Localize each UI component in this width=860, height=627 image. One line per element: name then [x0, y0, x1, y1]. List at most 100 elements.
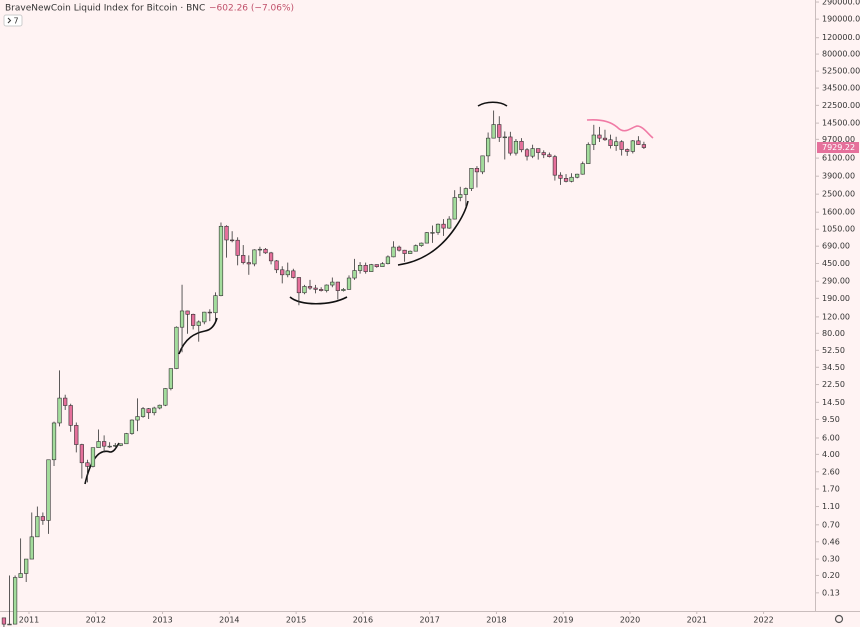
- candle-body: [641, 144, 647, 148]
- candle-body: [68, 405, 73, 426]
- candle: [608, 134, 613, 149]
- candle: [107, 442, 112, 448]
- candle: [641, 141, 647, 149]
- change-label: −602.26 (−7.06%): [209, 4, 294, 14]
- last-price-label: 7929.22: [822, 143, 855, 152]
- candle-body: [597, 134, 602, 139]
- candle-body: [241, 255, 246, 263]
- candle-body: [74, 425, 79, 445]
- candle-body: [341, 289, 346, 291]
- candle-body: [102, 441, 107, 447]
- candle: [591, 124, 596, 151]
- candle: [1, 617, 7, 627]
- candle: [213, 292, 218, 321]
- toggle-box[interactable]: [3, 14, 23, 27]
- candle-body: [113, 445, 118, 447]
- last-price-box: [817, 142, 859, 154]
- candle-body: [224, 225, 229, 241]
- candle-body: [140, 408, 146, 417]
- candle: [513, 138, 519, 156]
- candle: [179, 284, 185, 353]
- y-tick-label: 22.50: [822, 380, 845, 389]
- candle-body: [463, 188, 468, 195]
- y-tick-label: 450.00: [822, 259, 850, 268]
- candle-body: [24, 558, 29, 574]
- candle: [324, 284, 329, 293]
- candle-body: [230, 239, 235, 242]
- candle: [246, 255, 251, 275]
- candle-body: [374, 264, 379, 267]
- candle: [480, 155, 485, 175]
- candle: [257, 246, 263, 257]
- candle-body: [252, 249, 257, 265]
- candle: [424, 232, 429, 244]
- candle-body: [179, 310, 185, 328]
- candle-body: [319, 289, 324, 291]
- candle: [268, 251, 274, 265]
- candle: [536, 148, 541, 160]
- candle: [51, 421, 57, 466]
- candle-body: [163, 388, 168, 406]
- candle-body: [124, 433, 129, 445]
- candle: [302, 284, 307, 295]
- candle: [230, 231, 235, 243]
- candle: [497, 116, 502, 142]
- candle-body: [330, 281, 335, 286]
- candle-body: [324, 284, 329, 291]
- candle-body: [469, 168, 474, 189]
- candle: [280, 266, 285, 284]
- y-tick-label: 1.10: [822, 502, 840, 511]
- candle: [129, 419, 135, 435]
- candle: [491, 110, 496, 139]
- candle-body: [519, 140, 524, 151]
- candle-body: [480, 155, 485, 173]
- y-tick-label: 120.00: [822, 312, 850, 321]
- candle: [357, 262, 363, 274]
- x-tick-label: 2022: [753, 616, 773, 625]
- candle: [24, 558, 29, 583]
- candle: [174, 326, 179, 370]
- y-tick-label: 9.50: [822, 415, 840, 424]
- candle: [435, 223, 441, 235]
- candle-body: [40, 516, 45, 521]
- candle: [502, 131, 507, 160]
- x-tick-label: 2019: [553, 616, 573, 625]
- candle-body: [363, 265, 368, 272]
- gear[interactable]: [834, 614, 844, 624]
- candle: [113, 442, 118, 448]
- candle: [146, 407, 151, 419]
- candle: [630, 139, 635, 154]
- candle-body: [185, 310, 190, 315]
- settings-icon[interactable]: [834, 614, 844, 624]
- candle-body: [51, 422, 57, 461]
- candle-body: [575, 173, 580, 178]
- candle-body: [614, 141, 619, 146]
- candle: [57, 370, 62, 427]
- candle: [580, 161, 585, 175]
- candle: [235, 237, 240, 266]
- candle-body: [129, 419, 135, 434]
- candle-body: [12, 577, 18, 625]
- candle: [307, 279, 313, 290]
- candle: [241, 245, 246, 265]
- candle: [74, 422, 79, 453]
- candle-body: [413, 245, 418, 252]
- candle: [474, 166, 480, 188]
- y-tick-label: 34500.00: [822, 84, 860, 93]
- indicator-toggle[interactable]: 7: [3, 14, 23, 27]
- candle-body: [63, 397, 68, 406]
- candle-body: [46, 459, 51, 521]
- candle: [35, 506, 40, 538]
- candle-body: [29, 536, 34, 560]
- candle: [196, 320, 201, 342]
- candle: [124, 432, 129, 445]
- candle: [463, 187, 468, 207]
- candle: [346, 275, 352, 290]
- candle: [363, 262, 368, 274]
- candle-body: [419, 242, 424, 246]
- candle: [636, 136, 641, 145]
- y-tick-label: 2.60: [822, 467, 840, 476]
- x-tick-label: 2015: [286, 616, 306, 625]
